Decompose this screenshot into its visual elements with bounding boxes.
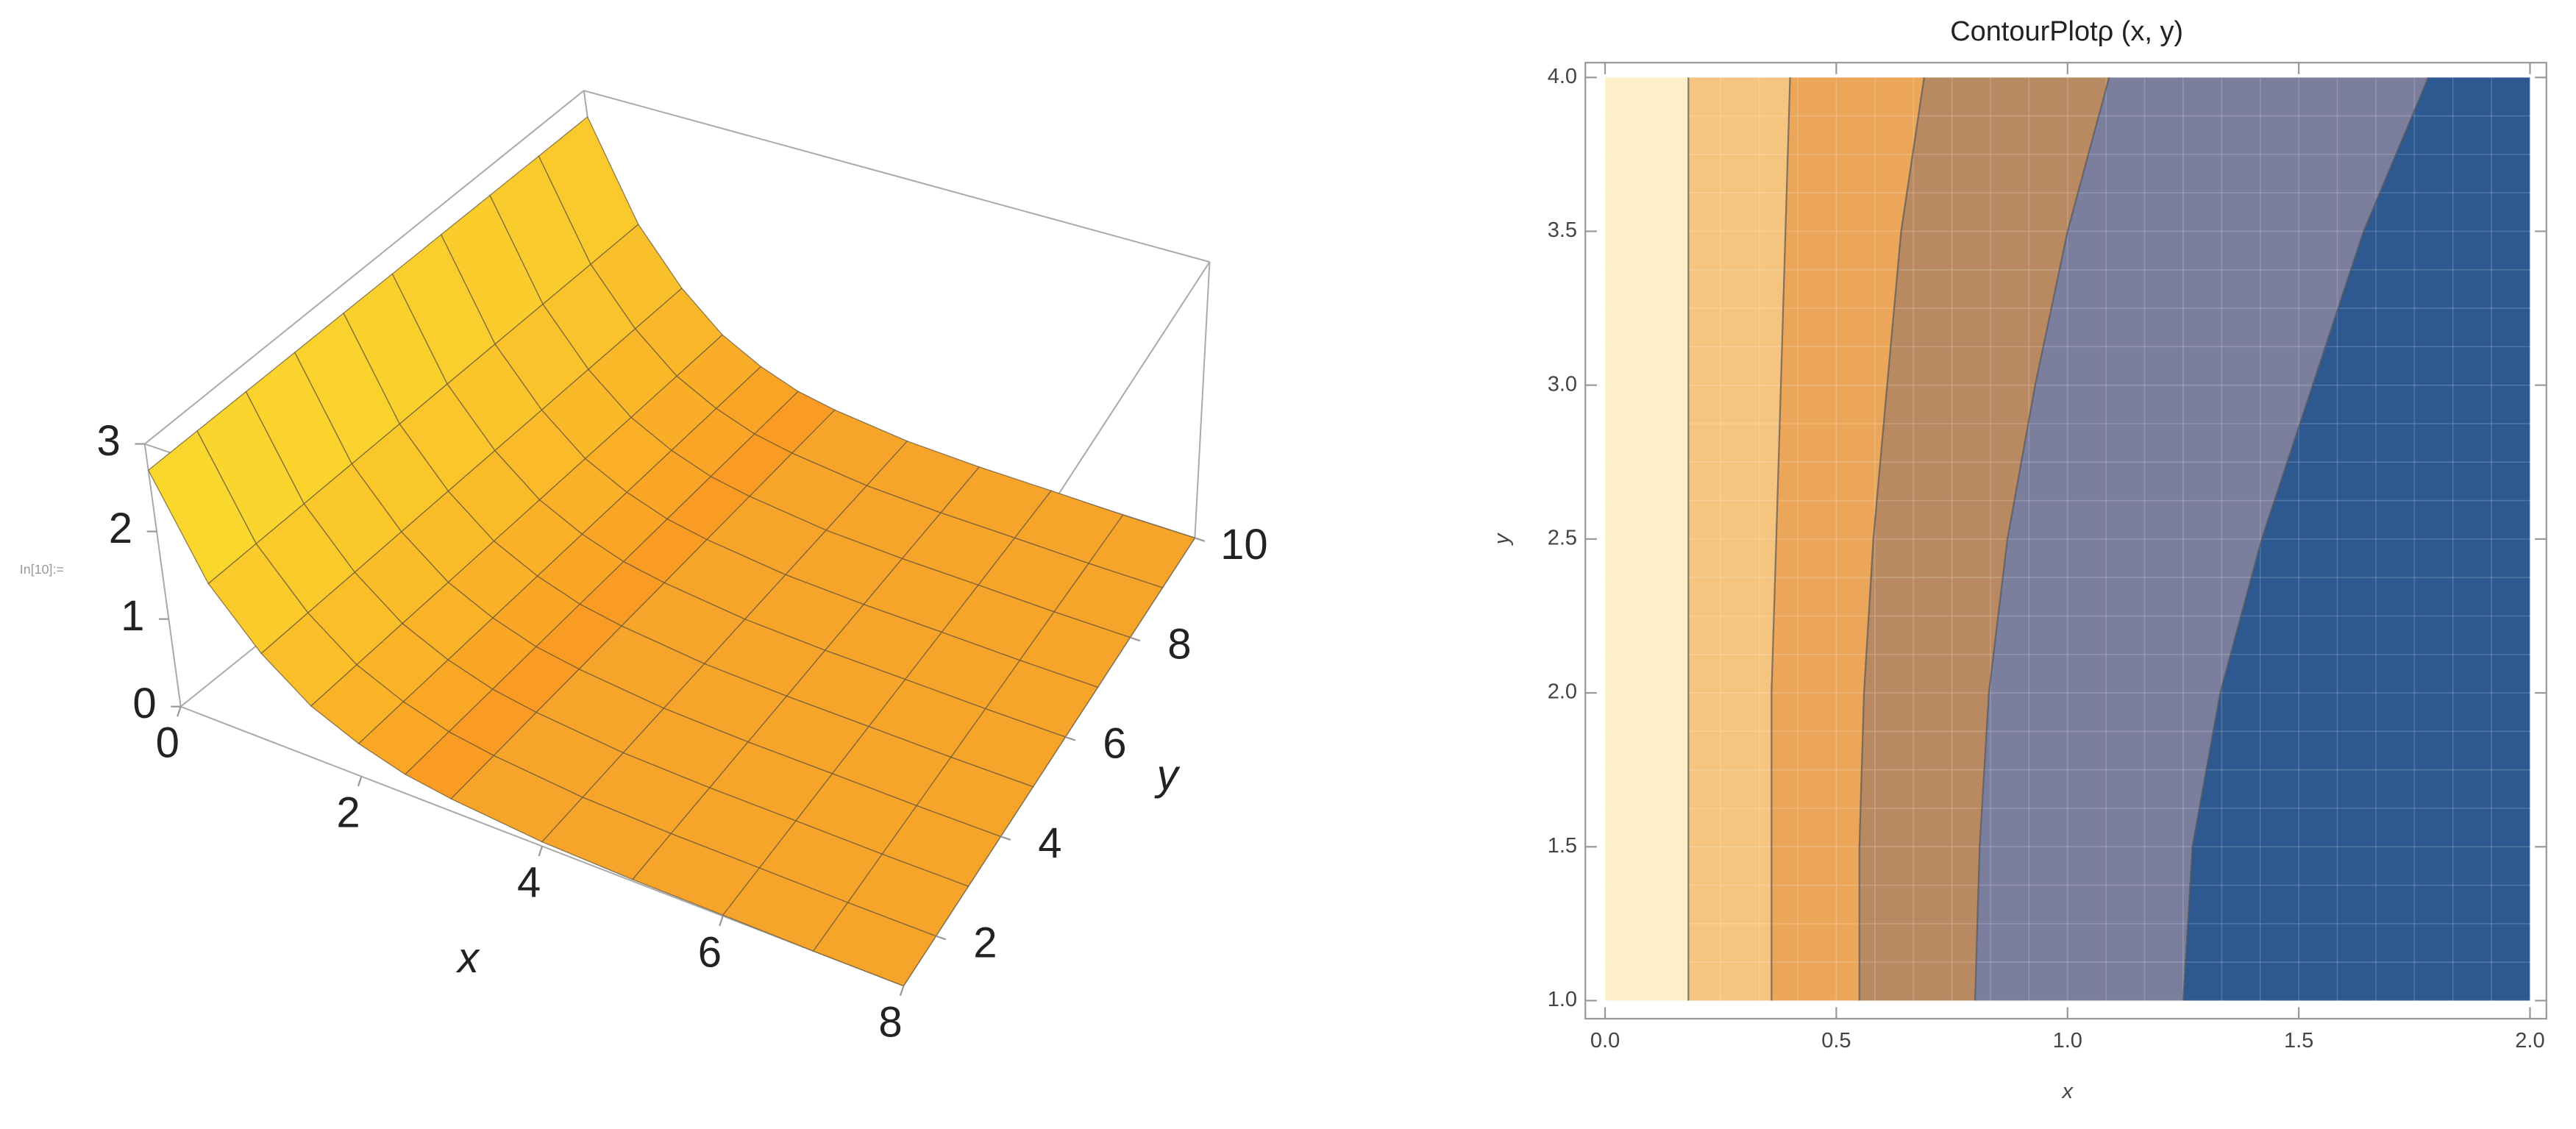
x-tick-label: 1.5 — [2284, 1029, 2313, 1053]
y-axis-label: y — [1490, 533, 1514, 546]
surface — [147, 115, 1196, 987]
z-tick-label: 2 — [109, 505, 132, 552]
x-tick-label: 0.0 — [1590, 1029, 1620, 1053]
contour-region — [1859, 77, 2110, 1001]
contour-region — [1771, 77, 1924, 1001]
box-edge — [143, 444, 182, 707]
y-axis-label: y — [1154, 752, 1181, 799]
z-tick-label: 0 — [132, 680, 156, 727]
x-tick-label: 8 — [878, 998, 902, 1046]
y-tick-label: 10 — [1220, 521, 1268, 569]
y-tick-label: 2.0 — [1548, 680, 1577, 704]
y-tick-label: 6 — [1103, 720, 1126, 768]
y-tick-label: 3.5 — [1548, 218, 1577, 242]
cell-label: In[10]:= — [20, 562, 64, 577]
mesh-texture — [1604, 76, 2531, 1002]
x-tick — [719, 916, 724, 927]
x-tick-label: 2.0 — [2515, 1029, 2544, 1053]
y-tick-label: 1.0 — [1548, 988, 1577, 1011]
contour-region — [1688, 77, 1790, 1001]
x-tick — [357, 776, 363, 787]
y-tick — [1065, 736, 1076, 741]
x-tick-label: 1.0 — [2053, 1029, 2082, 1053]
x-tick — [899, 986, 905, 997]
y-tick-label: 2 — [973, 919, 997, 966]
plot-frame — [1584, 62, 2547, 1020]
x-tick-label: 4 — [517, 858, 541, 906]
y-tick-label: 8 — [1167, 620, 1191, 668]
y-tick — [936, 935, 947, 941]
x-axis-label: x — [2060, 1080, 2074, 1103]
y-tick — [1195, 537, 1206, 542]
z-tick-label: 3 — [96, 417, 120, 465]
y-tick — [1130, 636, 1141, 642]
contour-line — [1771, 77, 1791, 1001]
y-tick-label: 1.5 — [1548, 834, 1577, 858]
x-tick-label: 0 — [156, 719, 179, 767]
contour-region — [1605, 77, 1689, 1001]
x-tick — [538, 846, 544, 857]
contour-region — [1975, 77, 2429, 1001]
y-tick-label: 4 — [1038, 819, 1061, 867]
contour-line — [1858, 77, 1925, 1001]
y-tick-label: 3.0 — [1548, 372, 1577, 396]
z-tick-label: 1 — [121, 592, 144, 640]
contour-region — [2182, 77, 2530, 1001]
x-tick-label: 6 — [698, 928, 722, 976]
y-tick-label: 2.5 — [1548, 527, 1577, 550]
contour-line — [2182, 76, 2430, 1001]
x-tick-label: 0.5 — [1821, 1029, 1851, 1053]
x-tick-label: 2 — [336, 789, 360, 837]
x-tick — [177, 706, 182, 717]
surface-patch — [147, 430, 257, 585]
contour-line — [1974, 77, 2110, 1001]
y-tick-label: 4.0 — [1548, 65, 1577, 88]
box-edge — [1194, 262, 1211, 538]
y-tick — [1000, 836, 1011, 841]
box-edge — [144, 90, 585, 445]
x-axis-label: x — [455, 934, 480, 982]
box-edge — [583, 90, 1210, 263]
chart-title: ContourPlotρ (x, y) — [1950, 16, 2183, 47]
